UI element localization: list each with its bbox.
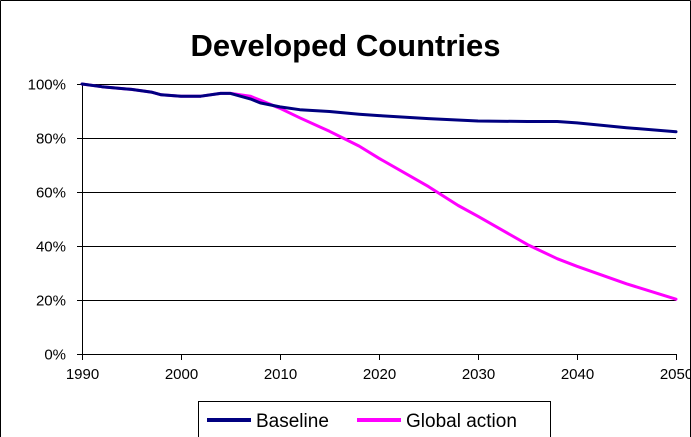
y-tick-label: 80%	[36, 131, 66, 148]
y-tick-label: 60%	[36, 185, 66, 202]
x-tick-label: 2040	[561, 366, 594, 383]
y-tick-label: 20%	[36, 293, 66, 310]
legend-label-baseline: Baseline	[256, 411, 329, 432]
x-tick-label: 2020	[363, 366, 396, 383]
series-line-baseline	[80, 82, 678, 134]
x-tick-label: 1990	[66, 366, 99, 383]
x-tick-label: 2050	[660, 366, 691, 383]
y-tick-label: 40%	[36, 239, 66, 256]
chart-title: Developed Countries	[190, 28, 501, 63]
y-tick-label: 100%	[28, 77, 66, 94]
x-tick-label: 2030	[462, 366, 495, 383]
x-tick-label: 2000	[165, 366, 198, 383]
y-tick-label: 0%	[44, 347, 66, 364]
x-tick-label: 2010	[264, 366, 297, 383]
legend-label-global-action: Global action	[406, 411, 517, 432]
